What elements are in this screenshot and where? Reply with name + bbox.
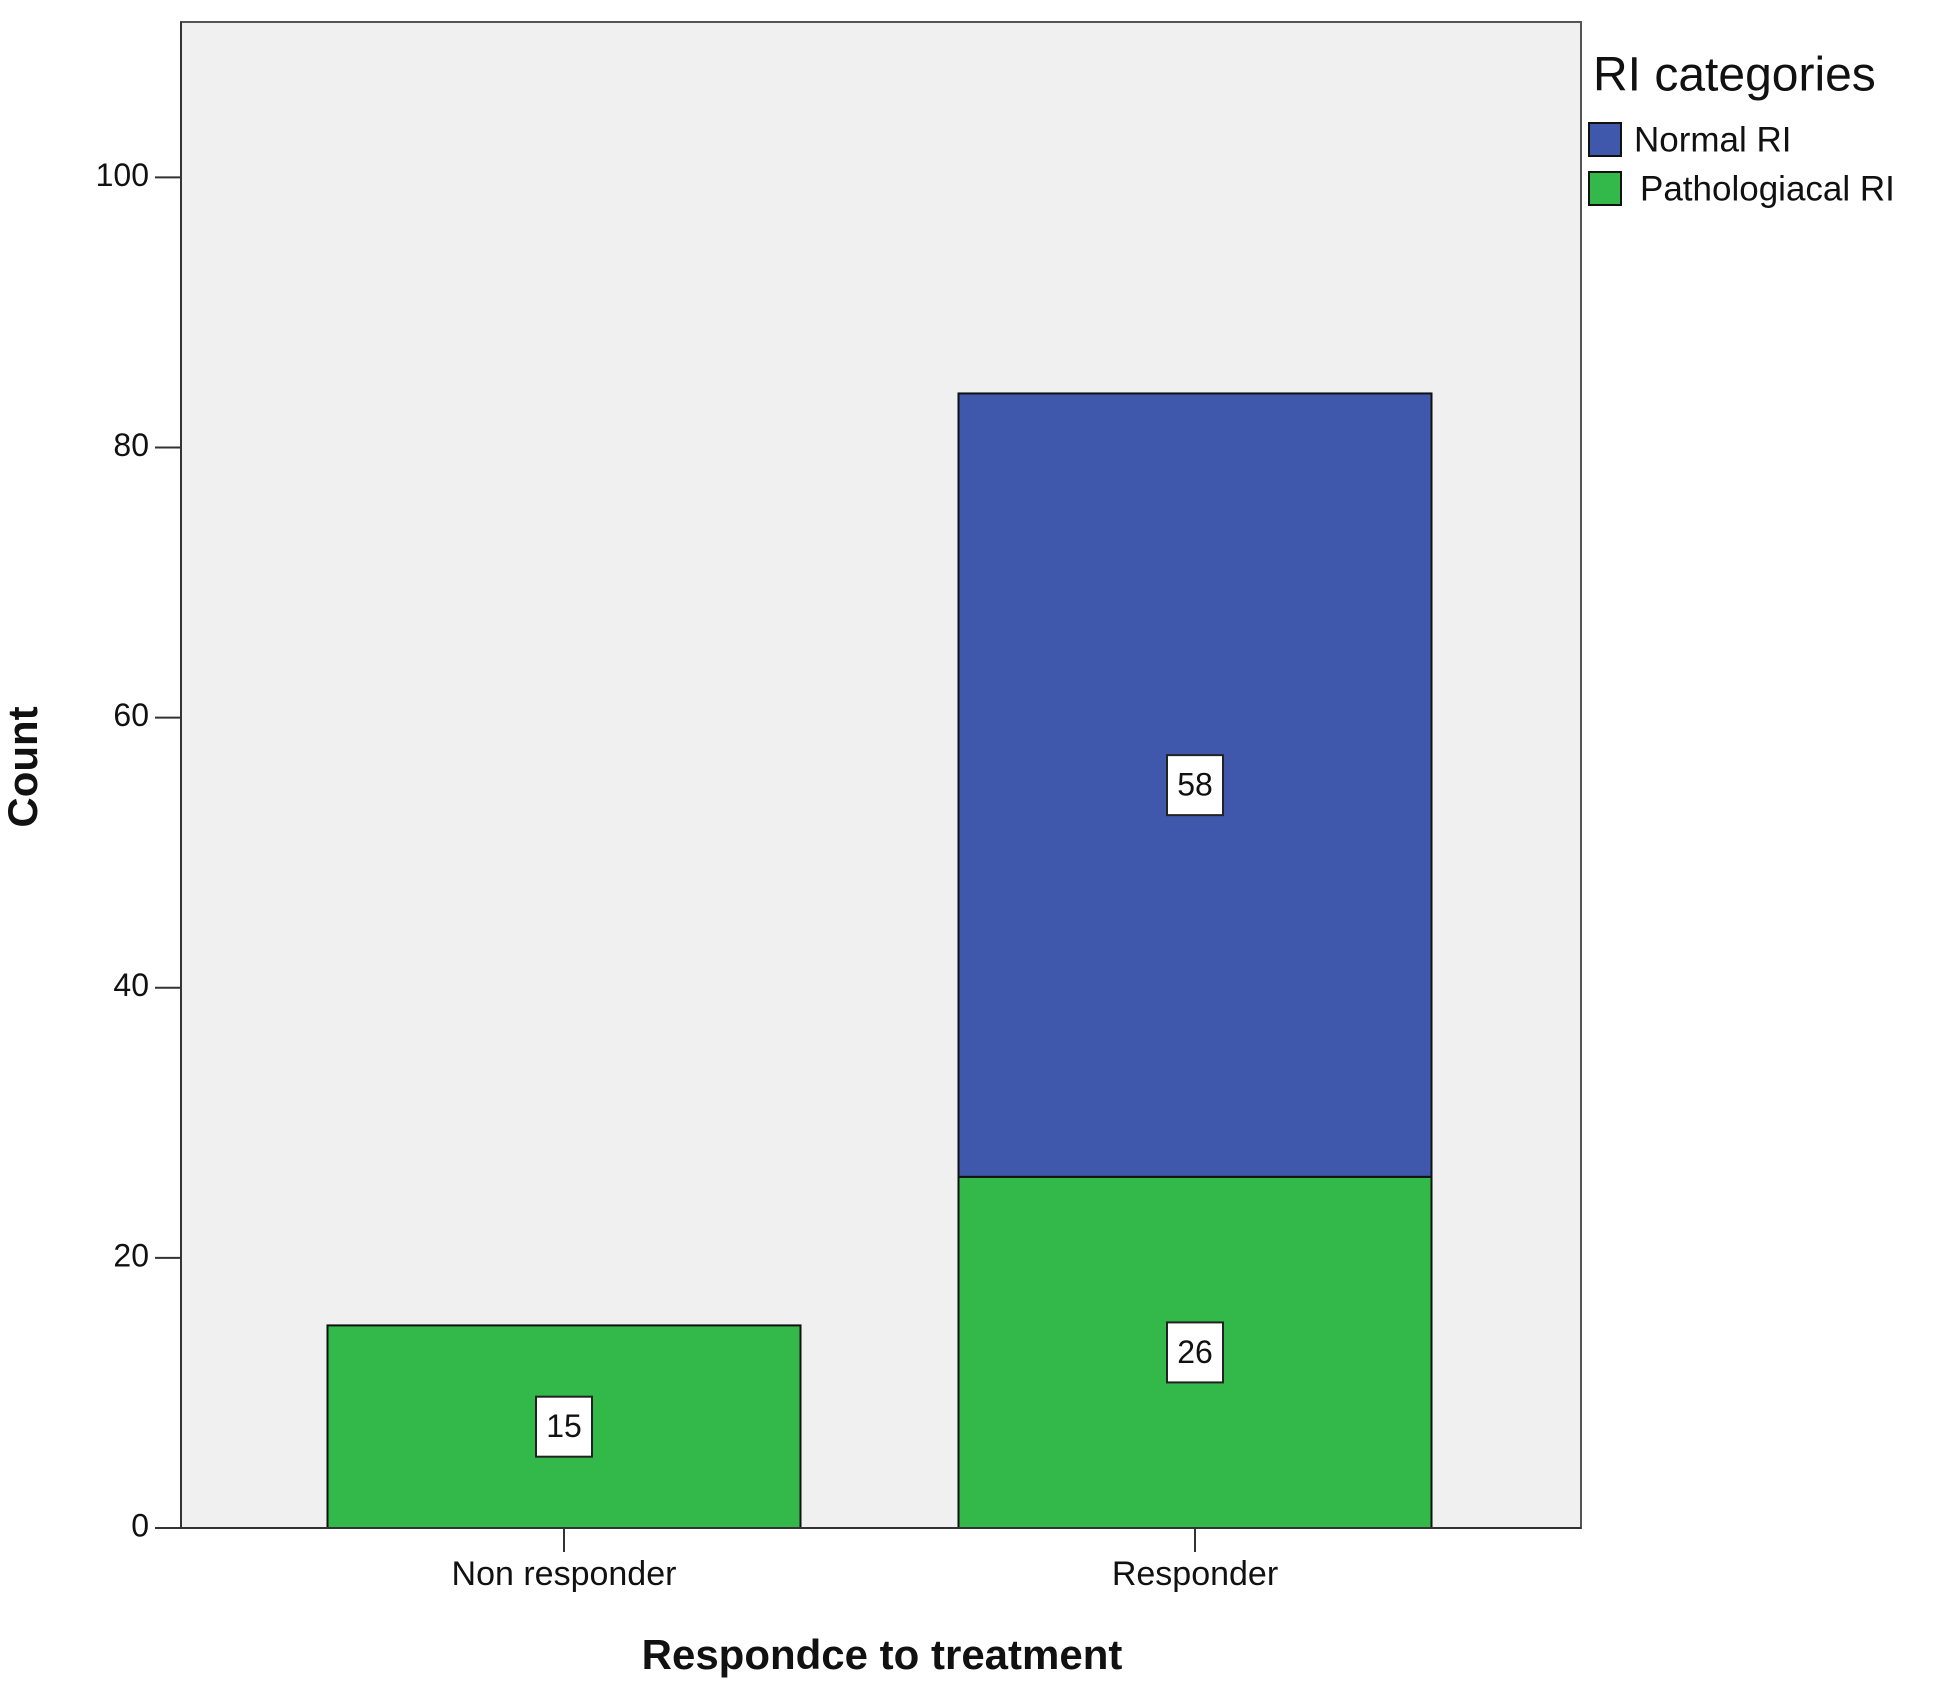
y-tick-label: 40 (113, 967, 149, 1003)
y-tick-label: 0 (131, 1507, 149, 1543)
y-tick-label: 60 (113, 697, 149, 733)
data-label-box (1166, 1321, 1224, 1384)
y-axis-title: Count (0, 706, 46, 827)
x-tick-label: Responder (1112, 1555, 1278, 1593)
y-tick-label: 20 (113, 1237, 149, 1273)
y-tick-label: 100 (96, 157, 149, 193)
data-label: 26 (1177, 1334, 1213, 1370)
data-label-box (1166, 754, 1224, 817)
legend-title: RI categories (1593, 49, 1876, 102)
x-tick-label: Non responder (452, 1555, 677, 1593)
legend-swatch (1588, 122, 1622, 157)
y-tick-label: 80 (113, 427, 149, 463)
data-label: 58 (1177, 767, 1213, 803)
legend-label: Pathologiacal RI (1640, 169, 1895, 208)
x-axis-title: Respondce to treatment (642, 1631, 1123, 1678)
data-label: 15 (546, 1408, 582, 1444)
legend-swatch (1588, 171, 1622, 206)
legend-label: Normal RI (1634, 120, 1792, 159)
data-label-box (535, 1395, 593, 1458)
